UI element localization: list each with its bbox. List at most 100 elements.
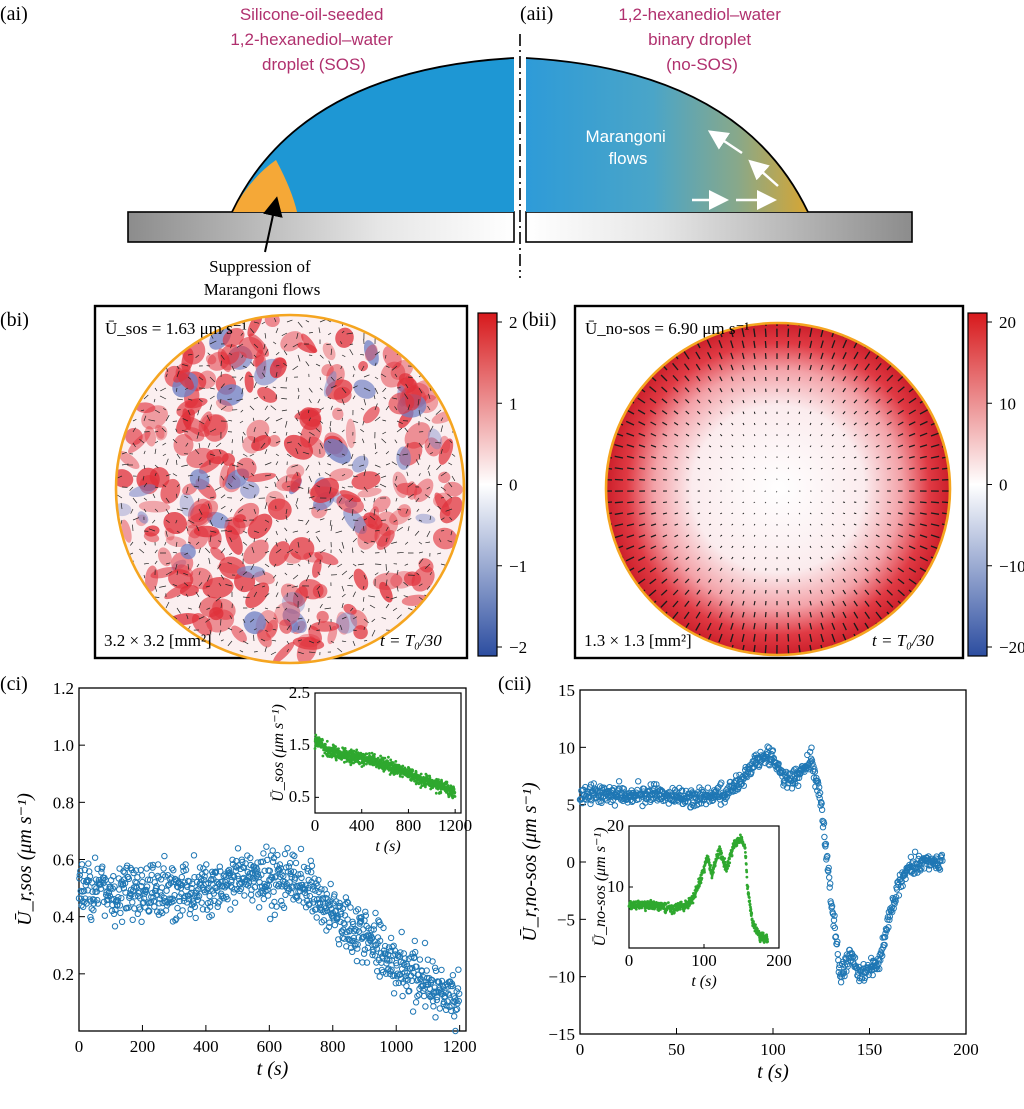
data-point (202, 868, 209, 876)
vector-arrow (263, 365, 266, 371)
vector-arrow (742, 556, 745, 560)
vector-arrow (831, 567, 835, 571)
vector-arrow (626, 545, 635, 550)
vector-arrow (798, 556, 801, 560)
vector-arrow (742, 611, 745, 618)
vector-arrow (241, 354, 244, 359)
data-point (869, 971, 876, 979)
data-point (849, 954, 856, 961)
vector-arrow (385, 537, 388, 543)
vector-arrow (286, 319, 293, 323)
vector-arrow (250, 563, 255, 571)
vector-arrow (742, 456, 745, 459)
vector-arrow (352, 365, 356, 371)
vector-arrow (379, 483, 387, 488)
vector-arrow (842, 622, 847, 631)
vector-arrow (820, 567, 823, 571)
vector-arrow (275, 475, 280, 482)
vector-arrow (374, 403, 378, 411)
vector-arrow (181, 429, 189, 433)
vector-arrow (341, 354, 346, 358)
vector-arrow (886, 534, 892, 538)
vector-arrow (286, 485, 291, 488)
vector-arrow (275, 581, 278, 587)
vector-arrow (264, 486, 269, 488)
vector-arrow (207, 503, 211, 510)
vector-arrow (242, 541, 248, 546)
vector-arrow (297, 321, 303, 328)
vector-arrow (719, 388, 723, 393)
vector-arrow (708, 422, 712, 426)
vector-arrow (363, 574, 367, 580)
data-point (411, 937, 418, 945)
vector-arrow (352, 395, 356, 400)
vector-arrow (154, 486, 159, 489)
vector-arrow (385, 451, 390, 455)
velocity-blob (168, 569, 194, 589)
vector-arrow (208, 557, 211, 565)
vector-arrow (798, 434, 801, 437)
vector-arrow (329, 426, 332, 433)
data-point (191, 874, 198, 881)
vector-arrow (249, 453, 255, 457)
vector-arrow (684, 387, 690, 393)
vector-arrow (175, 563, 178, 570)
vector-arrow (374, 442, 377, 450)
vector-arrow (308, 559, 310, 565)
data-point (350, 934, 358, 942)
vector-arrow (116, 475, 123, 479)
data-point (116, 902, 124, 909)
data-point (269, 858, 277, 865)
data-point (300, 863, 308, 871)
vector-arrow (684, 375, 690, 382)
vector-arrow (637, 567, 646, 573)
data-point (118, 894, 125, 902)
vector-arrow (225, 519, 233, 522)
data-point (938, 854, 945, 861)
vector-arrow (241, 436, 244, 444)
cii-xtick-label: 50 (668, 1040, 685, 1059)
velocity-blob (251, 434, 272, 452)
vector-arrow (753, 523, 756, 526)
vector-arrow (184, 552, 189, 556)
data-point (109, 885, 117, 892)
vector-arrow (252, 417, 255, 422)
piv-sos-velocity-blobs (116, 315, 463, 663)
vector-arrow (897, 409, 904, 415)
vector-arrow (753, 434, 756, 437)
vector-arrow (708, 411, 712, 415)
vector-arrow (396, 551, 404, 554)
vector-arrow (148, 419, 156, 422)
vector-arrow (875, 578, 881, 584)
vector-arrow (352, 519, 359, 521)
data-point (822, 840, 830, 848)
vector-arrow (853, 556, 857, 560)
data-point (111, 923, 119, 930)
vector-arrow (253, 382, 257, 389)
vector-arrow (176, 398, 183, 401)
droplet-sos-outline (231, 57, 515, 213)
inset-data-point (437, 778, 440, 782)
vector-arrow (172, 438, 178, 444)
cii-xlabel: t (s) (757, 1061, 789, 1083)
vector-arrow (143, 574, 146, 579)
vector-arrow (374, 451, 378, 455)
vector-arrow (440, 486, 447, 491)
vector-arrow (886, 578, 893, 584)
vector-arrow (720, 445, 723, 448)
inset-data-point (334, 745, 337, 748)
cii-inset-xlabel: t (s) (691, 973, 716, 990)
data-point (201, 873, 208, 880)
vector-arrow (229, 508, 233, 513)
vector-arrow (318, 618, 321, 625)
vector-arrow (274, 481, 277, 488)
vector-arrow (809, 578, 812, 583)
data-point (402, 976, 409, 983)
velocity-blob (144, 525, 160, 537)
vector-arrow (649, 567, 657, 573)
vector-arrow (264, 607, 269, 610)
vector-arrow (886, 467, 891, 470)
vector-arrow (273, 617, 277, 620)
data-point (93, 885, 100, 892)
ci-ytick-label: 1.2 (53, 679, 74, 698)
